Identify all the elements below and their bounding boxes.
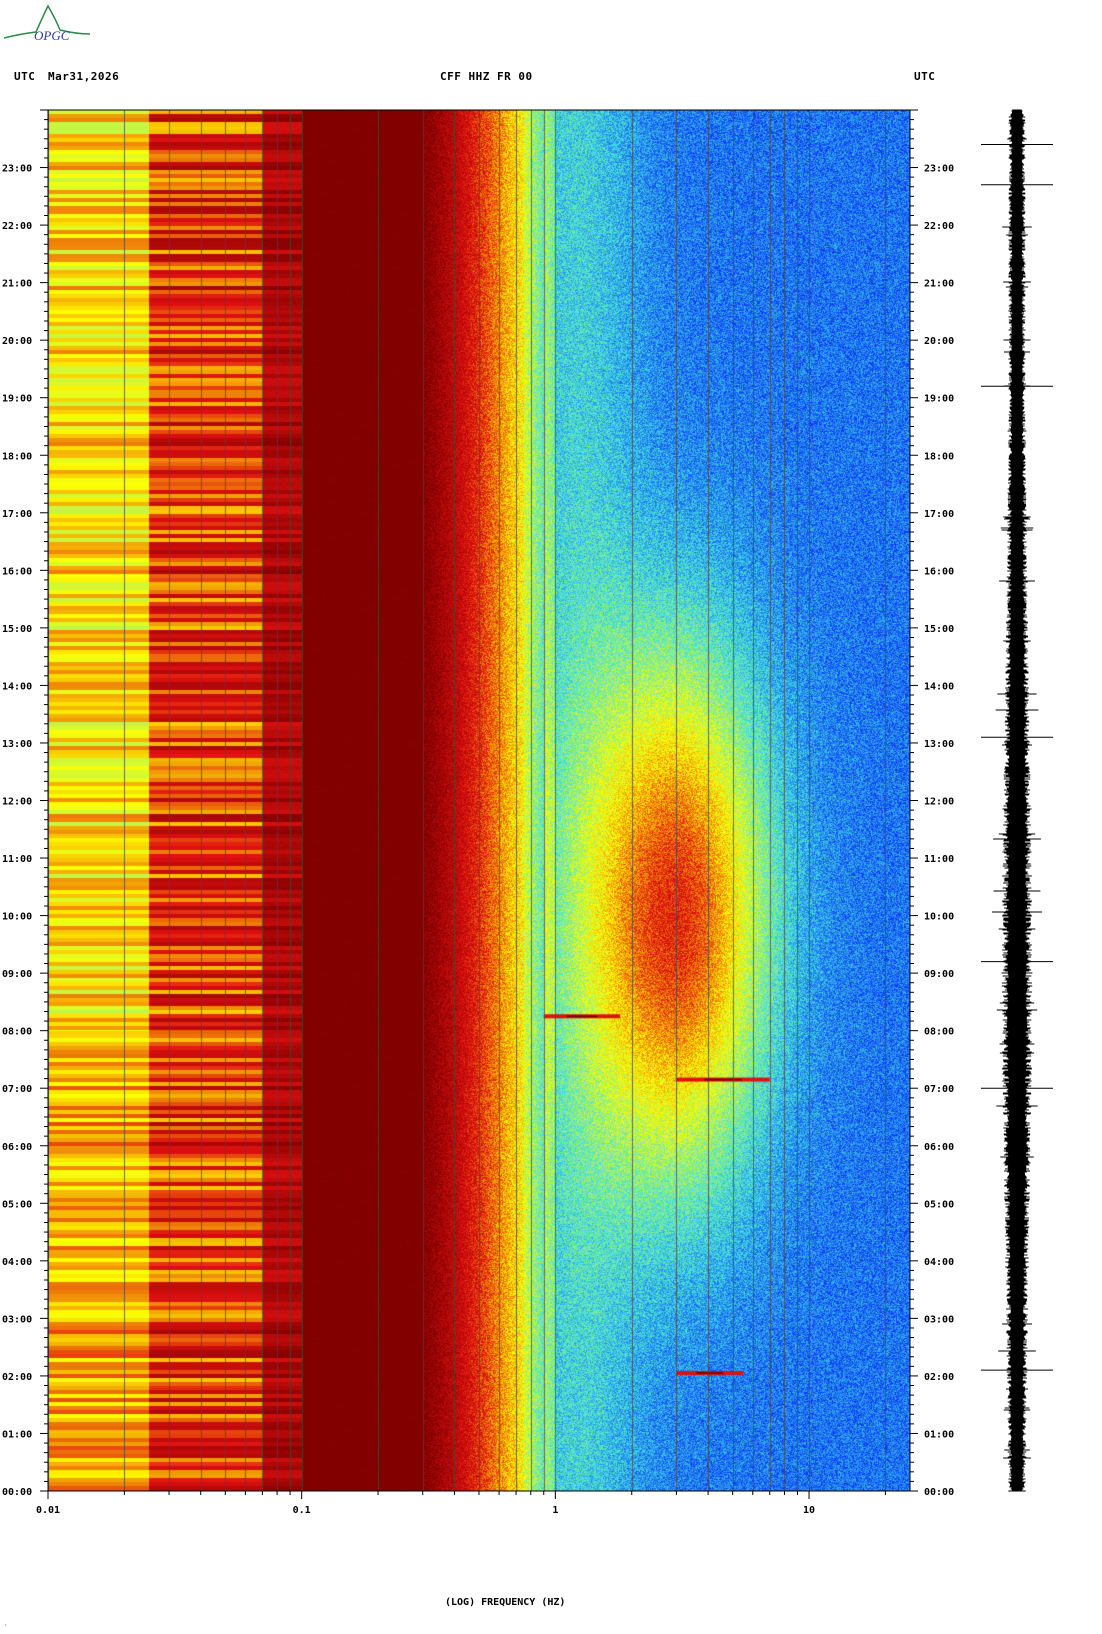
spectrogram-heatmap xyxy=(48,110,910,1491)
y-tick-label-left: 09:00 xyxy=(2,969,32,980)
y-tick-label-right: 04:00 xyxy=(924,1257,954,1268)
y-tick-label-left: 23:00 xyxy=(2,164,32,175)
y-tick-label-right: 08:00 xyxy=(924,1027,954,1038)
x-tick-label: 1 xyxy=(552,1505,558,1516)
x-tick-label: 0.01 xyxy=(36,1505,60,1516)
y-tick-label-left: 06:00 xyxy=(2,1142,32,1153)
header-right-tz: UTC xyxy=(914,70,936,83)
y-tick-label-right: 19:00 xyxy=(924,394,954,405)
y-tick-label-left: 10:00 xyxy=(2,912,32,923)
plot-frame xyxy=(47,109,911,1492)
y-tick-label-right: 11:00 xyxy=(924,854,954,865)
y-tick-label-left: 03:00 xyxy=(2,1314,32,1325)
y-tick-label-right: 01:00 xyxy=(924,1429,954,1440)
y-tick-label-left: 18:00 xyxy=(2,451,32,462)
logo-text: OPGC xyxy=(34,28,70,43)
y-tick-label-right: 22:00 xyxy=(924,221,954,232)
header-station: CFF HHZ FR 00 xyxy=(440,70,533,83)
y-tick-label-right: 07:00 xyxy=(924,1084,954,1095)
x-tick-label: 10 xyxy=(803,1505,815,1516)
y-tick-label-right: 02:00 xyxy=(924,1372,954,1383)
y-tick-label-left: 20:00 xyxy=(2,336,32,347)
y-tick-label-left: 12:00 xyxy=(2,797,32,808)
y-tick-label-left: 17:00 xyxy=(2,509,32,520)
y-tick-label-left: 15:00 xyxy=(2,624,32,635)
y-tick-label-left: 16:00 xyxy=(2,566,32,577)
header-left-tz: UTC xyxy=(14,70,36,83)
footnote-mark: · xyxy=(4,1622,8,1629)
y-tick-label-left: 07:00 xyxy=(2,1084,32,1095)
y-tick-label-left: 19:00 xyxy=(2,394,32,405)
y-tick-label-left: 02:00 xyxy=(2,1372,32,1383)
y-tick-label-right: 03:00 xyxy=(924,1314,954,1325)
seismogram-trace xyxy=(992,109,1042,1492)
y-tick-label-right: 21:00 xyxy=(924,279,954,290)
y-tick-label-right: 10:00 xyxy=(924,912,954,923)
y-tick-label-right: 16:00 xyxy=(924,566,954,577)
y-tick-label-left: 01:00 xyxy=(2,1429,32,1440)
header-date: Mar31,2026 xyxy=(48,70,120,83)
y-tick-label-right: 09:00 xyxy=(924,969,954,980)
y-tick-label-right: 20:00 xyxy=(924,336,954,347)
y-tick-label-left: 00:00 xyxy=(2,1487,32,1498)
y-tick-label-right: 23:00 xyxy=(924,164,954,175)
x-tick-label: 0.1 xyxy=(293,1505,311,1516)
y-tick-label-left: 08:00 xyxy=(2,1027,32,1038)
y-tick-label-left: 21:00 xyxy=(2,279,32,290)
y-tick-label-right: 05:00 xyxy=(924,1199,954,1210)
y-tick-label-left: 11:00 xyxy=(2,854,32,865)
y-tick-label-left: 22:00 xyxy=(2,221,32,232)
y-tick-label-right: 06:00 xyxy=(924,1142,954,1153)
y-tick-label-left: 14:00 xyxy=(2,681,32,692)
y-tick-label-right: 18:00 xyxy=(924,451,954,462)
y-tick-label-left: 13:00 xyxy=(2,739,32,750)
opgc-logo: OPGC xyxy=(3,4,91,43)
y-tick-label-left: 04:00 xyxy=(2,1257,32,1268)
y-tick-label-right: 00:00 xyxy=(924,1487,954,1498)
y-tick-label-right: 14:00 xyxy=(924,681,954,692)
y-tick-label-right: 17:00 xyxy=(924,509,954,520)
y-tick-label-right: 13:00 xyxy=(924,739,954,750)
y-tick-label-right: 12:00 xyxy=(924,797,954,808)
x-axis-label: (LOG) FREQUENCY (HZ) xyxy=(445,1597,566,1608)
y-tick-label-right: 15:00 xyxy=(924,624,954,635)
y-tick-label-left: 05:00 xyxy=(2,1199,32,1210)
